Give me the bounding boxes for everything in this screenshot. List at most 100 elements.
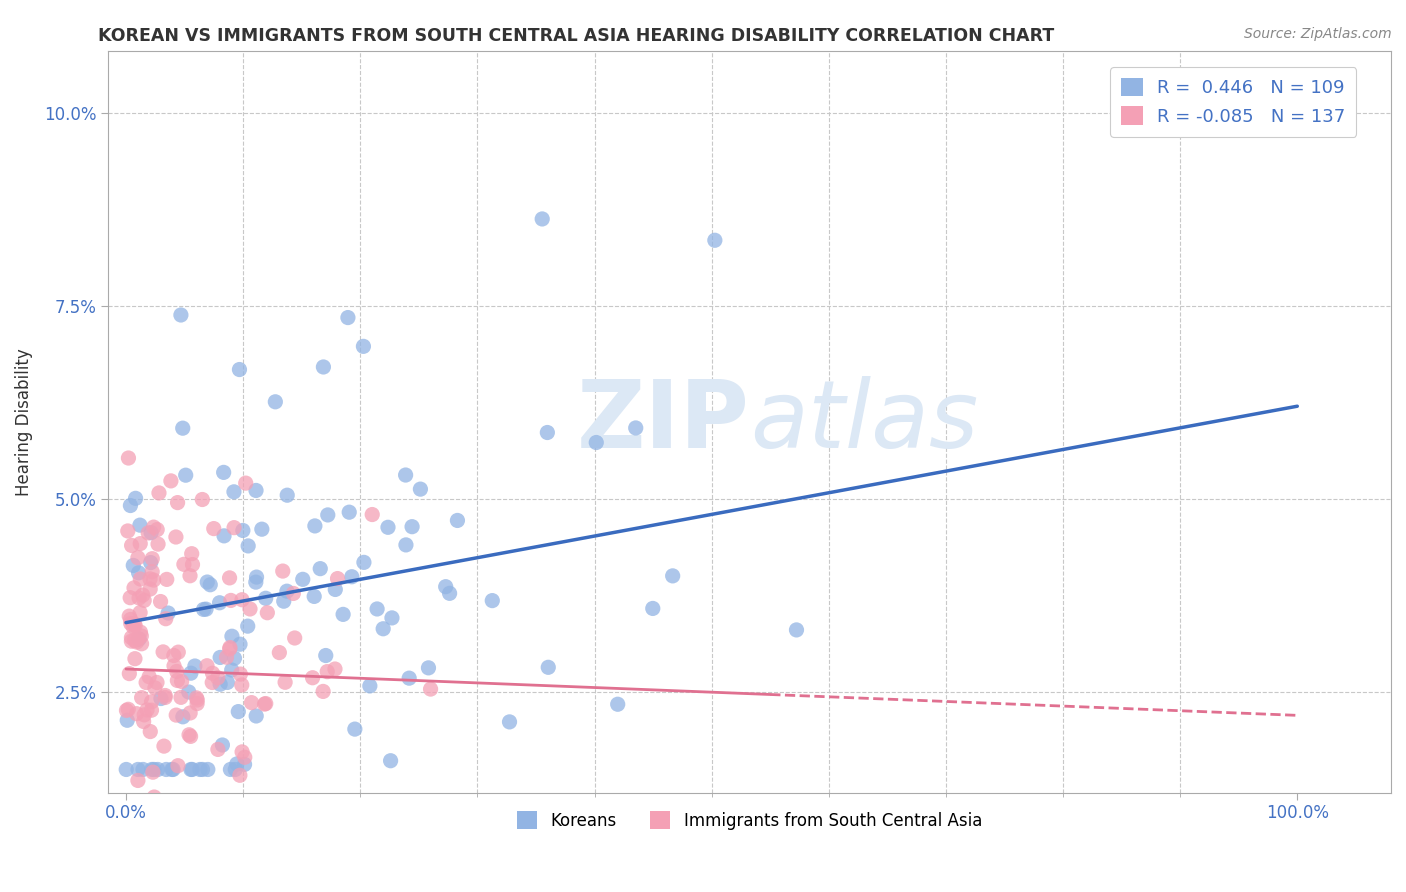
Point: [238, 539, 260, 553]
Point: [157, 606, 180, 620]
Point: [146, 675, 169, 690]
Point: [703, 233, 725, 247]
Point: [122, 581, 145, 595]
Point: [122, 620, 145, 634]
Point: [115, 703, 138, 717]
Point: [149, 594, 172, 608]
Point: [254, 697, 277, 711]
Point: [245, 709, 267, 723]
Point: [129, 572, 152, 586]
Point: [226, 705, 249, 719]
Point: [128, 591, 150, 605]
Point: [180, 666, 202, 681]
Point: [245, 570, 267, 584]
Point: [183, 813, 205, 827]
Point: [219, 640, 242, 655]
Point: [312, 684, 335, 698]
Point: [128, 566, 150, 580]
Point: [360, 806, 382, 821]
Point: [201, 675, 224, 690]
Point: [245, 575, 267, 590]
Point: [283, 586, 305, 600]
Point: [129, 625, 152, 640]
Point: [167, 758, 190, 772]
Point: [142, 816, 165, 830]
Point: [127, 550, 149, 565]
Point: [139, 572, 162, 586]
Point: [536, 425, 558, 440]
Point: [120, 591, 142, 605]
Point: [195, 658, 218, 673]
Point: [132, 588, 155, 602]
Point: [117, 450, 139, 465]
Y-axis label: Hearing Disability: Hearing Disability: [15, 348, 32, 496]
Point: [641, 601, 664, 615]
Point: [188, 763, 211, 777]
Point: [254, 591, 277, 606]
Point: [291, 572, 314, 586]
Point: [155, 763, 177, 777]
Point: [170, 308, 193, 322]
Point: [129, 518, 152, 533]
Point: [120, 613, 142, 627]
Point: [141, 703, 163, 717]
Point: [197, 763, 219, 777]
Legend: Koreans, Immigrants from South Central Asia: Koreans, Immigrants from South Central A…: [510, 805, 988, 837]
Point: [229, 768, 252, 782]
Point: [269, 646, 291, 660]
Point: [172, 710, 194, 724]
Point: [177, 728, 200, 742]
Point: [304, 519, 326, 533]
Point: [195, 602, 218, 616]
Point: [224, 763, 246, 777]
Point: [166, 665, 188, 679]
Point: [172, 421, 194, 435]
Point: [309, 561, 332, 575]
Point: [131, 629, 153, 643]
Point: [276, 584, 298, 599]
Point: [537, 660, 560, 674]
Point: [284, 631, 307, 645]
Point: [136, 703, 159, 717]
Point: [153, 739, 176, 753]
Point: [785, 623, 807, 637]
Point: [302, 590, 325, 604]
Point: [179, 568, 201, 582]
Point: [131, 637, 153, 651]
Text: Source: ZipAtlas.com: Source: ZipAtlas.com: [1244, 27, 1392, 41]
Point: [373, 622, 395, 636]
Point: [366, 602, 388, 616]
Point: [231, 678, 253, 692]
Point: [316, 508, 339, 522]
Point: [202, 522, 225, 536]
Point: [146, 763, 169, 777]
Point: [661, 569, 683, 583]
Point: [323, 662, 346, 676]
Point: [209, 677, 232, 691]
Point: [271, 564, 294, 578]
Point: [377, 520, 399, 534]
Point: [245, 483, 267, 498]
Point: [169, 797, 191, 812]
Point: [233, 750, 256, 764]
Point: [184, 659, 207, 673]
Point: [173, 558, 195, 572]
Point: [394, 468, 416, 483]
Point: [294, 816, 316, 830]
Point: [180, 547, 202, 561]
Point: [117, 816, 139, 830]
Point: [352, 339, 374, 353]
Point: [141, 695, 163, 709]
Point: [195, 575, 218, 590]
Point: [181, 763, 204, 777]
Point: [170, 690, 193, 705]
Point: [221, 629, 243, 643]
Point: [134, 707, 156, 722]
Point: [531, 211, 554, 226]
Point: [142, 765, 165, 780]
Point: [214, 816, 236, 830]
Point: [200, 578, 222, 592]
Point: [224, 651, 246, 665]
Point: [201, 666, 224, 681]
Point: [240, 696, 263, 710]
